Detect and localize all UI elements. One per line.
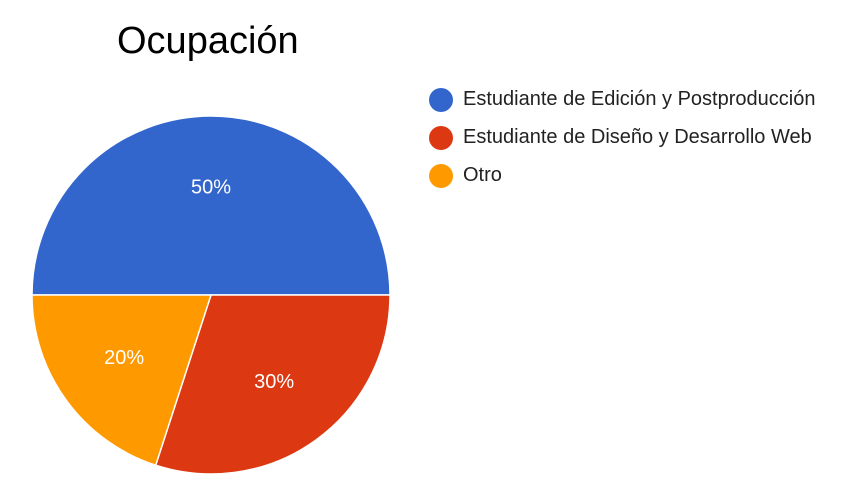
legend-label-diseno: Estudiante de Diseño y Desarrollo Web bbox=[463, 126, 812, 148]
legend-item-diseno[interactable]: Estudiante de Diseño y Desarrollo Web bbox=[429, 122, 834, 153]
pie-slice-otro[interactable] bbox=[31, 294, 213, 467]
legend-item-otro[interactable]: Otro bbox=[429, 160, 834, 191]
chart-title: Ocupación bbox=[117, 20, 299, 62]
legend-swatch-otro-icon bbox=[429, 164, 453, 188]
pie-labels: 50% 30% 20% bbox=[104, 177, 294, 393]
pie-label-otro: 20% bbox=[104, 347, 144, 369]
pie-label-edicion: 50% bbox=[191, 177, 231, 199]
pie-label-diseno: 30% bbox=[254, 371, 294, 393]
legend-item-edicion[interactable]: Estudiante de Edición y Postproducción bbox=[429, 84, 834, 115]
pie-slice-edicion[interactable] bbox=[31, 115, 391, 296]
legend: Estudiante de Edición y Postproducción E… bbox=[429, 84, 834, 198]
legend-label-edicion: Estudiante de Edición y Postproducción bbox=[463, 88, 816, 110]
pie-slices bbox=[31, 115, 391, 475]
legend-swatch-edicion-icon bbox=[429, 88, 453, 112]
legend-label-otro: Otro bbox=[463, 164, 502, 186]
pie-slice-diseno[interactable] bbox=[154, 294, 391, 475]
legend-swatch-diseno-icon bbox=[429, 126, 453, 150]
pie-chart: 50% 30% 20% bbox=[31, 115, 391, 475]
